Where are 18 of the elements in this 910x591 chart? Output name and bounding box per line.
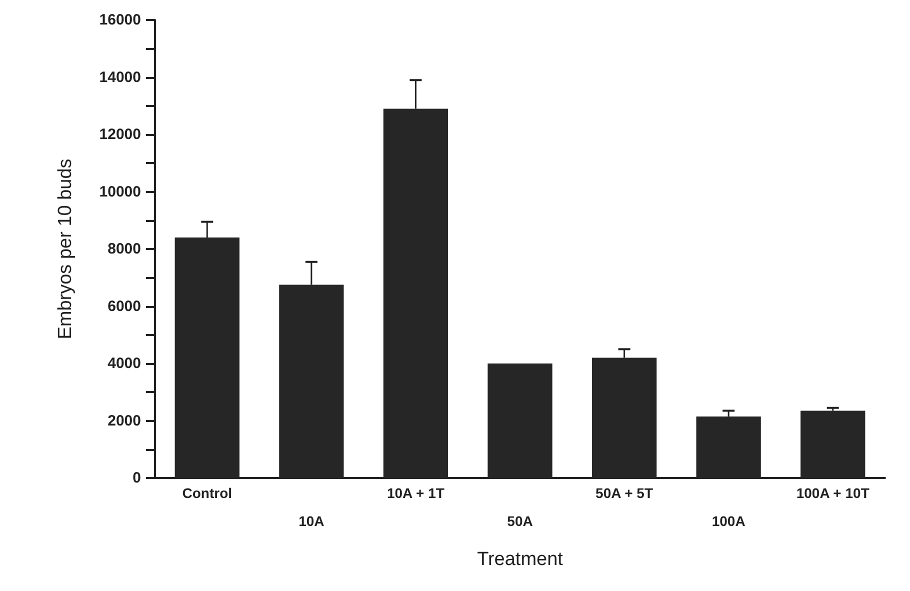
y-tick-label: 16000 (99, 12, 141, 28)
y-axis-title: Embryos per 10 buds (55, 158, 76, 340)
x-tick-label: 10A (298, 513, 324, 529)
x-axis-title: Treatment (477, 549, 564, 570)
y-tick-label: 4000 (108, 355, 141, 372)
y-tick-label: 14000 (99, 68, 141, 86)
x-tick-label: 50A (507, 513, 533, 529)
y-tick-label: 12000 (99, 126, 141, 143)
x-tick-label: 50A + 5T (596, 485, 654, 501)
x-tick-label: 100A (712, 513, 746, 529)
y-tick-label: 10000 (99, 183, 141, 200)
x-tick-label: Control (182, 485, 232, 501)
y-tick-label: 0 (132, 470, 141, 486)
x-tick-label: 100A + 10T (796, 485, 870, 501)
y-tick-label: 6000 (108, 298, 141, 315)
y-tick-label: 2000 (108, 412, 141, 430)
x-tick-label: 10A + 1T (386, 485, 445, 501)
y-tick-label: 8000 (108, 240, 141, 258)
